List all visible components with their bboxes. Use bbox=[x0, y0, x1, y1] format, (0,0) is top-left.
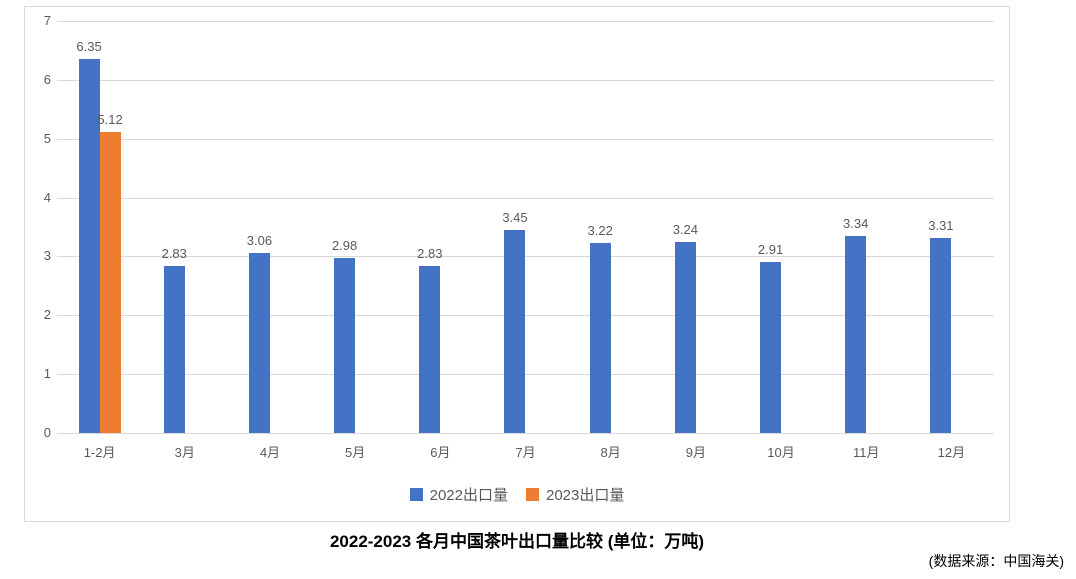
bar-2022出口量-12月 bbox=[930, 238, 952, 433]
category-3月: 2.83 3月 bbox=[142, 21, 227, 460]
y-tick-label-1: 1 bbox=[43, 366, 51, 382]
y-tick-label-5: 5 bbox=[43, 130, 51, 146]
category-12月: 3.31 12月 bbox=[909, 21, 994, 460]
x-tick-label-3月: 3月 bbox=[174, 445, 195, 460]
category-5月: 2.98 5月 bbox=[313, 21, 398, 460]
value-label-2023出口量-1-2月: 5.12 bbox=[97, 111, 123, 127]
value-label-2022出口量-4月: 3.06 bbox=[246, 232, 273, 248]
x-tick-label-12月: 12月 bbox=[937, 445, 966, 460]
x-tick-label-5月: 5月 bbox=[345, 445, 366, 460]
bar-2022出口量-4月 bbox=[248, 252, 270, 433]
bar-2023出口量-1-2月 bbox=[99, 131, 121, 433]
y-tick-label-6: 6 bbox=[43, 71, 51, 87]
value-label-2022出口量-11月: 3.34 bbox=[843, 216, 869, 232]
legend-label: 2023出口量 bbox=[546, 487, 625, 504]
data-source: (数据来源：中国海关) bbox=[928, 553, 1064, 569]
value-label-2022出口量-10月: 2.91 bbox=[757, 241, 784, 257]
category-11月: 3.34 11月 bbox=[824, 21, 909, 460]
legend-item-2022出口量: 2022出口量 bbox=[409, 484, 508, 505]
category-6月: 2.83 6月 bbox=[398, 21, 483, 460]
category-4月: 3.06 4月 bbox=[227, 21, 312, 460]
category-7月: 3.45 7月 bbox=[483, 21, 568, 460]
x-tick-label-10月: 10月 bbox=[767, 445, 795, 460]
value-label-2022出口量-12月: 3.31 bbox=[928, 218, 954, 234]
y-axis: 0 1 2 3 4 5 6 7 bbox=[25, 7, 51, 521]
bar-2022出口量-9月 bbox=[674, 242, 696, 433]
bar-2022出口量-10月 bbox=[760, 261, 782, 433]
gridline-y2 bbox=[57, 315, 994, 317]
gridline-y1 bbox=[57, 374, 994, 376]
bar-2022出口量-5月 bbox=[334, 257, 356, 433]
x-tick-label-6月: 6月 bbox=[430, 445, 451, 460]
bar-2022出口量-8月 bbox=[589, 243, 611, 433]
category-9月: 3.24 9月 bbox=[653, 21, 738, 460]
legend: 2022出口量 2023出口量 bbox=[25, 484, 1009, 505]
gridline-y3 bbox=[57, 256, 994, 258]
value-label-2022出口量-1-2月: 6.35 bbox=[76, 39, 102, 55]
gridline-y0 bbox=[57, 433, 994, 434]
bar-2022出口量-3月 bbox=[163, 266, 185, 433]
x-tick-label-4月: 4月 bbox=[259, 445, 281, 460]
value-label-2022出口量-9月: 3.24 bbox=[672, 222, 698, 238]
legend-swatch-icon bbox=[409, 488, 423, 501]
category-10月: 2.91 10月 bbox=[738, 21, 823, 460]
value-label-2022出口量-6月: 2.83 bbox=[417, 246, 443, 262]
value-label-2022出口量-3月: 2.83 bbox=[161, 246, 187, 262]
legend-swatch-icon bbox=[526, 488, 539, 501]
y-tick-label-0: 0 bbox=[43, 425, 51, 440]
y-tick-label-7: 7 bbox=[43, 13, 51, 28]
bar-2022出口量-7月 bbox=[504, 229, 526, 433]
x-tick-label-9月: 9月 bbox=[685, 445, 706, 460]
category-8月: 3.22 8月 bbox=[568, 21, 653, 460]
chart-title: 2022-2023 各月中国茶叶出口量比较 (单位：万吨) bbox=[329, 532, 705, 551]
legend-item-2023出口量: 2023出口量 bbox=[526, 484, 624, 505]
value-label-2022出口量-7月: 3.45 bbox=[502, 209, 528, 225]
x-tick-label-1-2月: 1-2月 bbox=[83, 445, 116, 460]
y-tick-label-3: 3 bbox=[43, 248, 51, 264]
y-tick-label-2: 2 bbox=[43, 307, 51, 323]
value-label-2022出口量-5月: 2.98 bbox=[331, 237, 358, 253]
x-tick-label-8月: 8月 bbox=[600, 445, 621, 460]
x-tick-label-11月: 11月 bbox=[852, 445, 880, 460]
x-tick-label-7月: 7月 bbox=[515, 445, 536, 460]
bar-2022出口量-6月 bbox=[419, 266, 441, 433]
gridline-y7 bbox=[57, 21, 994, 22]
category-1-2月: 6.35 5.12 1-2月 bbox=[57, 21, 142, 460]
value-label-2022出口量-8月: 3.22 bbox=[587, 223, 613, 239]
gridline-y4 bbox=[57, 197, 994, 199]
plot-area: 6.35 5.12 1-2月 2.83 3月 3.06 4月 2.98 5月 2.83 6月 3.45… bbox=[57, 21, 994, 460]
gridline-y5 bbox=[57, 138, 994, 140]
legend-label: 2022出口量 bbox=[429, 487, 508, 504]
bar-2022出口量-11月 bbox=[845, 236, 867, 433]
bar-2022出口量-1-2月 bbox=[78, 59, 100, 433]
y-tick-label-4: 4 bbox=[43, 189, 51, 205]
gridline-y6 bbox=[57, 79, 994, 81]
